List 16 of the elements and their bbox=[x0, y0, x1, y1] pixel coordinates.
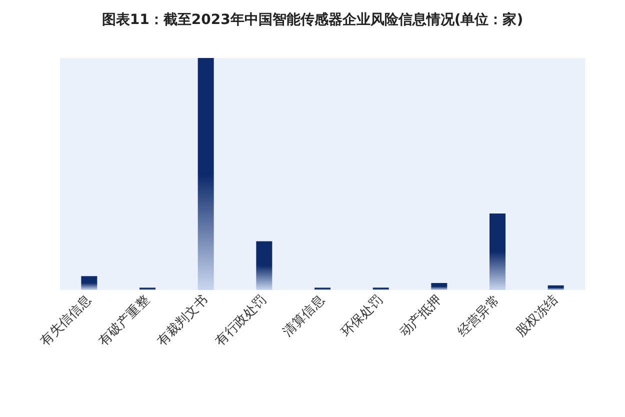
x-tick-label: 动产抵押 bbox=[397, 292, 444, 340]
x-tick-label: 有破产重整 bbox=[96, 292, 153, 350]
x-tick-label: 有失信信息 bbox=[38, 292, 94, 350]
x-tick-label: 经营异常 bbox=[455, 292, 503, 340]
x-tick-label: 有行政处罚 bbox=[212, 292, 270, 350]
x-tick-label: 股权冻结 bbox=[514, 292, 562, 340]
chart-title: 图表11：截至2023年中国智能传感器企业风险信息情况(单位：家) bbox=[102, 11, 524, 28]
bar bbox=[490, 213, 506, 290]
bar bbox=[81, 276, 98, 290]
x-tick-label: 环保处罚 bbox=[338, 292, 386, 340]
x-tick-label: 有裁判文书 bbox=[154, 292, 212, 350]
bar bbox=[548, 285, 564, 290]
bar bbox=[198, 58, 214, 290]
x-tick-label: 清算信息 bbox=[280, 292, 328, 340]
bar bbox=[256, 241, 272, 290]
bar bbox=[431, 283, 448, 290]
